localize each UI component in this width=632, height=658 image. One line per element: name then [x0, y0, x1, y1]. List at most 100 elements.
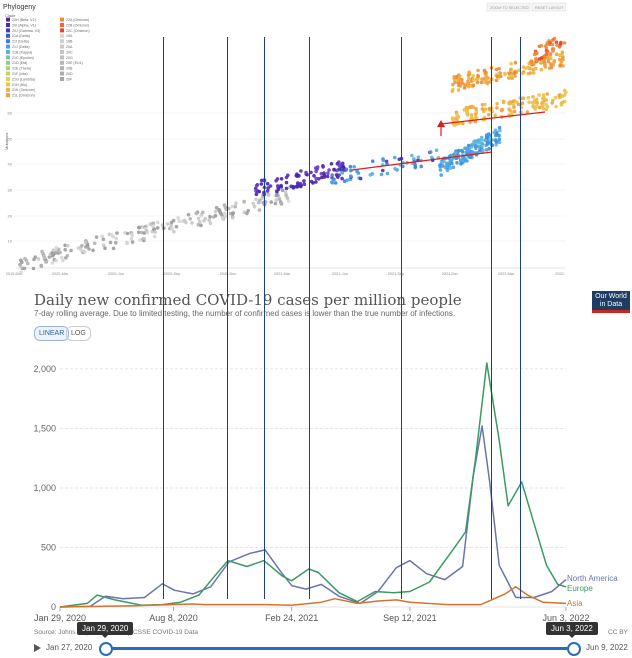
- legend-label: 20B: [66, 67, 73, 71]
- legend-swatch: [60, 66, 64, 71]
- series-line-europe: [59, 362, 567, 608]
- series-label[interactable]: Asia: [567, 599, 583, 608]
- legend-label: 21G (Lambda): [12, 77, 35, 81]
- play-icon[interactable]: [34, 644, 41, 652]
- phylogeny-x-tick: 2021-Mar: [274, 272, 291, 276]
- linear-scale-button[interactable]: LINEAR: [34, 326, 70, 341]
- legend-label: 22B (Omicron): [66, 23, 89, 27]
- phylogeny-x-tick: 2020-Sep: [164, 272, 180, 276]
- timeline-end-handle[interactable]: [567, 642, 581, 656]
- legend-swatch: [6, 71, 10, 76]
- phylogeny-y-tick: 10: [8, 239, 13, 244]
- phylogeny-x-tick: 2020-Mar: [52, 272, 69, 276]
- legend-label: 20I (Alpha, V1): [12, 23, 36, 27]
- annotation-line: [520, 37, 521, 599]
- x-tick-label: Jan 29, 2020: [34, 613, 86, 623]
- phylogeny-x-tick: 2021-Dec: [442, 272, 459, 276]
- legend-swatch: [6, 66, 10, 71]
- legend-swatch: [6, 44, 10, 49]
- phylogeny-x-tick: 2021-Sep: [388, 272, 404, 276]
- timeline-track[interactable]: [104, 647, 574, 650]
- svg-text:RESET LAYOUT: RESET LAYOUT: [535, 6, 564, 10]
- legend-swatch: [6, 55, 10, 60]
- phylogeny-x-tick: 2021-Jun: [332, 272, 348, 276]
- start-date-tooltip: Jan 29, 2020: [77, 622, 134, 638]
- annotation-line: [227, 37, 228, 599]
- phylogeny-y-tick: 60: [8, 111, 13, 116]
- legend-label: 19A: [66, 34, 73, 38]
- phylogeny-y-axis-label: Mutations: [4, 133, 9, 150]
- owid-logo[interactable]: Our World in Data: [592, 291, 630, 313]
- legend-swatch: [60, 77, 64, 81]
- phylogeny-title: Phylogeny: [3, 4, 36, 11]
- legend-label: 22A (Omicron): [66, 18, 89, 22]
- legend-label: 21I (Delta): [12, 40, 29, 44]
- phylogeny-y-tick: 20: [8, 214, 13, 219]
- x-tick-label: Feb 24, 2021: [265, 613, 318, 623]
- legend-swatch: [6, 60, 10, 65]
- annotation-line: [163, 37, 164, 599]
- license-label[interactable]: CC BY: [608, 629, 628, 636]
- legend-label: 21J (Delta): [12, 45, 30, 49]
- y-gridlines: [60, 368, 566, 608]
- legend-swatch: [6, 93, 10, 98]
- legend-swatch: [60, 33, 64, 38]
- series-line-asia: [59, 586, 567, 608]
- y-tick-labels: 0 500 1,000 1,500 2,000: [33, 364, 56, 612]
- legend-label: 20A: [66, 45, 73, 49]
- legend-swatch: [60, 17, 64, 22]
- legend-swatch: [60, 39, 64, 44]
- legend-swatch: [6, 39, 10, 44]
- legend-label: 20G: [66, 56, 73, 60]
- phylogeny-y-tick: 30: [8, 188, 13, 193]
- legend-label: 21E (Theta): [12, 67, 31, 71]
- phylogeny-legend: 20H (Beta, V2)20I (Alpha, V1) 20J (Gamma,…: [6, 17, 90, 98]
- phylogeny-x-tick: 2020-Jun: [108, 272, 124, 276]
- x-tick-label: Sep 12, 2021: [383, 613, 437, 623]
- legend-label: 21L (Omicron): [12, 94, 35, 98]
- legend-label: 21C (Epsilon): [12, 56, 34, 60]
- timeline-start-handle[interactable]: [99, 642, 113, 656]
- legend-swatch: [6, 50, 10, 54]
- y-tick-label: 0: [51, 602, 56, 612]
- legend-swatch: [60, 44, 64, 49]
- legend-label: 19B: [66, 40, 73, 44]
- legend-label: 20C: [66, 50, 73, 54]
- legend-label: 20D: [66, 72, 73, 76]
- annotation-line: [309, 37, 310, 599]
- legend-swatch: [6, 17, 10, 22]
- phylogeny-y-tick: 50: [8, 137, 13, 142]
- series-label[interactable]: North America: [567, 574, 618, 583]
- reset-layout-button[interactable]: RESET LAYOUT: [531, 2, 567, 12]
- legend-swatch: [6, 87, 10, 92]
- legend-label: 21D (Eta): [12, 61, 27, 65]
- legend-swatch: [60, 60, 64, 65]
- y-tick-label: 2,000: [33, 364, 56, 374]
- x-tick-labels: Jan 29, 2020 Aug 8, 2020 Feb 24, 2021 Sep 1…: [34, 607, 590, 623]
- legend-swatch: [60, 50, 64, 54]
- legend-label: 20H (Beta, V2): [12, 18, 36, 22]
- legend-label: 22C (Omicron): [66, 29, 90, 33]
- x-tick-label: Aug 8, 2020: [149, 613, 198, 623]
- x-tick-label: Jun 3, 2022: [542, 613, 589, 623]
- legend-swatch: [60, 71, 64, 76]
- series-label[interactable]: Europe: [567, 584, 593, 593]
- legend-label: 20E (EU1): [66, 61, 83, 65]
- log-scale-button[interactable]: LOG: [66, 326, 91, 341]
- trend-arrows: [351, 111, 546, 171]
- annotation-line: [264, 37, 265, 599]
- zoom-to-selected-button[interactable]: ZOOM TO SELECTED: [486, 2, 531, 12]
- phylogeny-panel: Phylogeny Clade ZOOM TO SELECTED RESET L…: [0, 0, 632, 285]
- legend-swatch: [6, 77, 10, 81]
- timeline-start-label: Jan 27, 2020: [46, 643, 93, 652]
- legend-swatch: [60, 55, 64, 60]
- y-tick-label: 1,000: [33, 483, 56, 493]
- phylogeny-x-tick: 2020-Dec: [220, 272, 237, 276]
- legend-label: 21K (Omicron): [12, 88, 35, 92]
- phylogeny-y-tick: 40: [8, 162, 13, 167]
- legend-label: 21B (Kappa): [12, 50, 32, 54]
- legend-swatch: [60, 28, 64, 33]
- legend-swatch: [60, 23, 64, 27]
- phylogeny-x-tick: 2022-: [555, 272, 565, 276]
